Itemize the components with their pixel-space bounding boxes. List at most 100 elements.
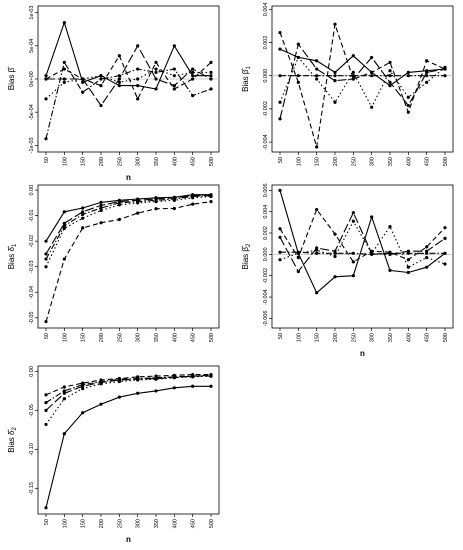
x-tick-label: 150 [315,333,321,342]
x-tick-label: 100 [62,519,68,528]
y-axis-label: Bias β̂2 [241,243,252,269]
data-point [154,389,158,393]
data-point [406,103,410,108]
y-axis-label-symbol: δ̂ [7,245,16,251]
data-point [81,210,85,214]
y-tick-label: -0.004 [263,134,269,150]
y-tick-label: 0.004 [263,205,269,219]
x-tick-label: 300 [370,157,376,166]
data-point [278,250,282,254]
data-point [278,117,282,121]
data-point [296,42,300,46]
data-point [209,60,213,65]
x-tick-label: 100 [296,333,302,342]
data-point [154,67,158,71]
data-point [136,198,140,202]
data-point [278,74,282,78]
x-tick-label: 450 [191,333,197,342]
plot-frame [37,184,220,329]
data-point [406,249,410,253]
y-axis-label: Bias δ̂2 [7,427,18,453]
data-point [81,411,85,415]
y-tick-label: -1e-03 [29,137,35,153]
y-tick-label: 0.000 [263,247,269,261]
x-tick-label: 300 [370,333,376,342]
x-tick-label: 100 [296,157,302,166]
x-tick-label: 450 [191,519,197,528]
data-point [388,268,392,272]
data-point [62,67,66,71]
data-point [315,67,319,71]
series-line-dashed [45,201,212,322]
data-point [406,258,410,262]
y-axis-label-subscript: 1 [246,65,252,69]
panel-2: 50 100 150 200 250 300 350 400 450 500 -0.004 -0.00… [241,2,454,166]
data-point [81,90,85,94]
data-point [425,59,429,63]
data-point [117,80,121,84]
data-point [44,74,48,78]
data-point [443,67,447,71]
data-point [388,225,392,229]
x-tick-label: 300 [136,157,142,166]
x-tick-label: 50 [278,333,284,339]
x-tick-label: 500 [209,157,215,166]
series-line-dotted [45,375,212,425]
data-point [406,110,410,114]
x-tick-label: 50 [278,157,284,163]
x-tick-label: 200 [99,519,105,528]
data-point [62,432,66,436]
data-point [209,77,213,81]
y-axis-label-main: Bias [7,72,16,90]
data-point [333,22,337,26]
x-tick-label: 400 [172,157,178,166]
data-point [154,197,158,201]
data-point [44,137,48,141]
x-tick-label: 300 [136,519,142,528]
data-point [278,258,282,262]
data-point [351,54,355,58]
y-axis-label-main: Bias [241,74,250,92]
series-line-dashed [279,208,446,263]
y-tick-label: -0.05 [29,404,35,417]
data-point [209,87,213,91]
data-point [136,44,140,48]
data-point [278,235,282,239]
y-tick-label: 0.000 [263,69,269,83]
data-point [62,60,66,65]
y-tick-label: 0e+00 [29,71,35,86]
data-point [296,80,300,84]
x-tick-label: 50 [44,519,50,525]
data-point [370,105,374,109]
data-point [81,80,85,84]
data-point [296,55,300,60]
series-line-solid [45,20,211,90]
x-tick-label: 150 [81,333,87,342]
data-point [191,93,195,98]
data-point [333,100,337,104]
data-point [278,30,282,35]
y-tick-label: 0.00 [29,366,35,377]
data-point [62,391,66,395]
y-tick-label: -0.02 [29,235,35,248]
y-tick-label: -0.04 [29,286,35,299]
data-point [315,291,319,295]
data-point [406,70,410,74]
x-tick-label: 300 [136,333,142,342]
data-point [81,384,85,388]
data-point [278,188,282,192]
data-point [62,20,66,25]
x-tick-label: 500 [443,157,449,166]
data-point [315,246,319,250]
panel-5: 50 100 150 200 250 300 350 400 450 500 -0.15 -0.10 -… [7,365,220,544]
data-point [44,401,48,405]
data-point [99,200,103,204]
data-point [117,217,121,222]
data-point [172,196,176,200]
y-axis-label-symbol: β̂ [241,245,250,252]
data-point [351,74,355,78]
data-point [154,207,158,211]
data-point [370,74,374,78]
series-line-dashed [279,24,446,148]
